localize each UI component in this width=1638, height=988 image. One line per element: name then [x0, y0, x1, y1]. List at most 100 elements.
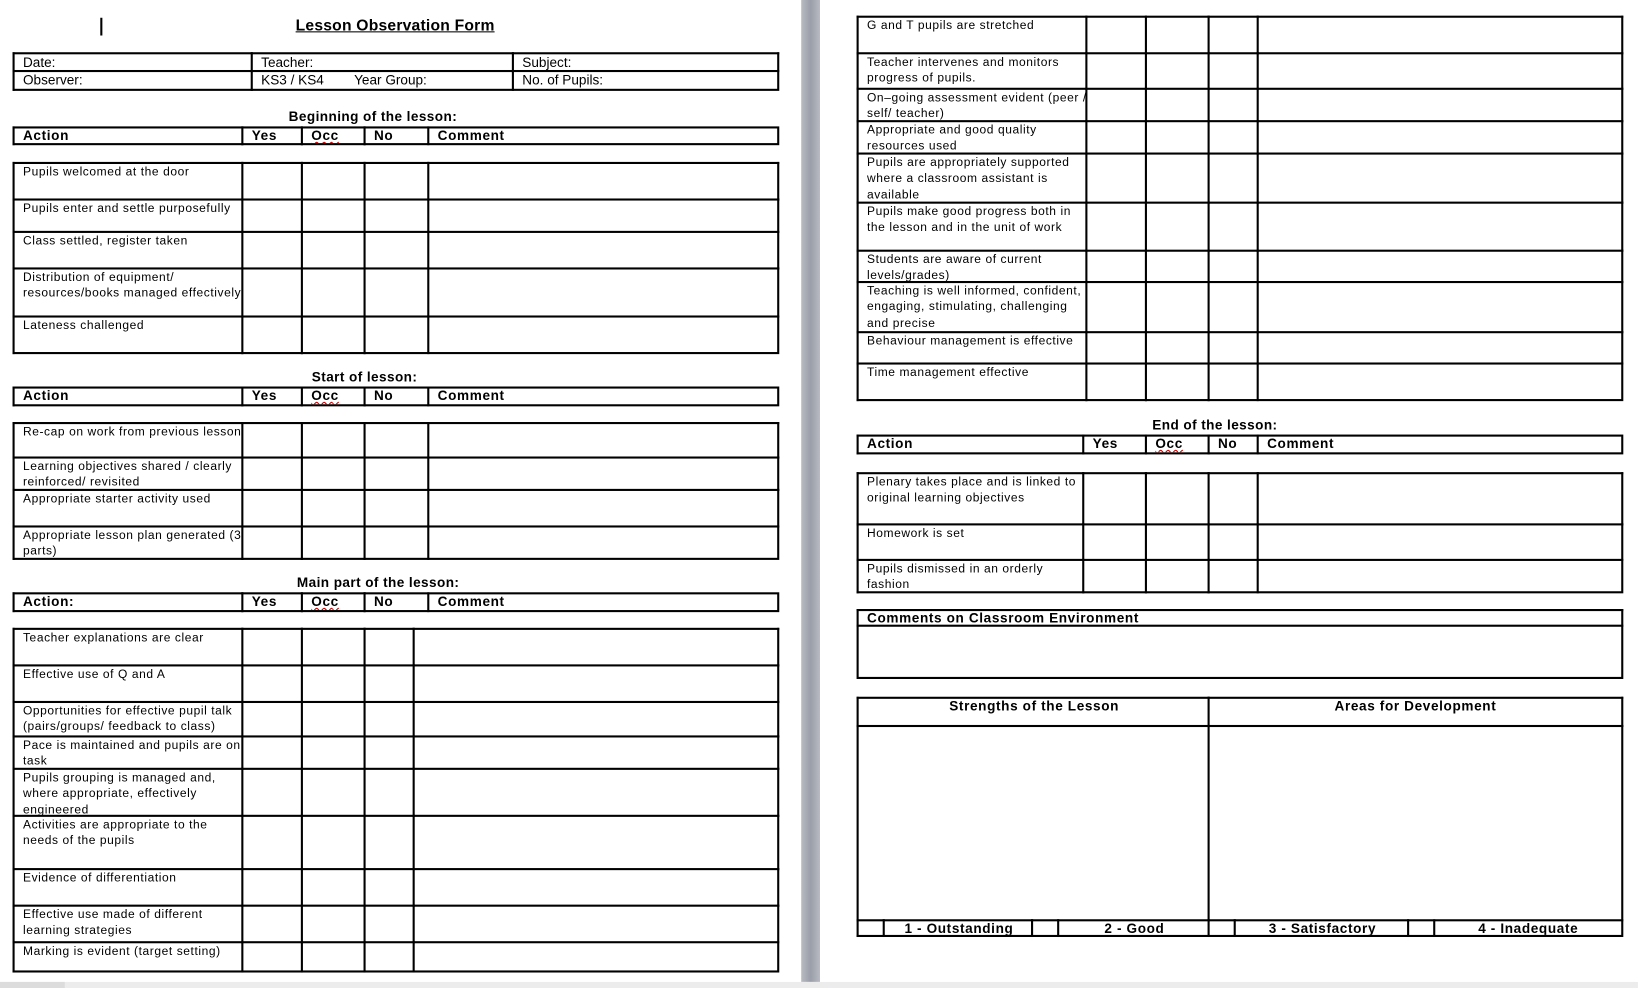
- main-cont-occ-cell[interactable]: [1144, 362, 1210, 402]
- main-yes-cell[interactable]: [241, 941, 303, 973]
- main-occ-cell[interactable]: [300, 868, 366, 907]
- start-occ-cell[interactable]: [300, 525, 366, 560]
- main-comment-cell[interactable]: [412, 627, 780, 667]
- main-cont-yes-cell[interactable]: [1085, 331, 1147, 365]
- main-cont-comment-cell[interactable]: [1256, 280, 1624, 334]
- main-cont-no-cell[interactable]: [1207, 331, 1259, 365]
- main-no-cell[interactable]: [363, 941, 415, 973]
- main-cont-comment-cell[interactable]: [1256, 120, 1624, 155]
- start-comment-cell[interactable]: [427, 422, 780, 459]
- main-cont-no-cell[interactable]: [1207, 87, 1259, 123]
- end-no-cell[interactable]: [1207, 558, 1259, 594]
- beginning-yes-cell[interactable]: [241, 161, 303, 201]
- beginning-comment-cell[interactable]: [427, 267, 780, 318]
- main-yes-cell[interactable]: [241, 868, 303, 907]
- main-cont-comment-cell[interactable]: [1256, 87, 1624, 123]
- main-comment-cell[interactable]: [412, 814, 780, 871]
- beginning-comment-cell[interactable]: [427, 230, 780, 270]
- start-comment-cell[interactable]: [427, 488, 780, 528]
- main-occ-cell[interactable]: [300, 735, 366, 770]
- pupils-field[interactable]: No. of Pupils:: [511, 69, 780, 91]
- main-no-cell[interactable]: [363, 868, 415, 907]
- main-cont-comment-cell[interactable]: [1256, 152, 1624, 204]
- beginning-occ-cell[interactable]: [300, 230, 366, 270]
- beginning-yes-cell[interactable]: [241, 198, 303, 233]
- start-yes-cell[interactable]: [241, 488, 303, 528]
- main-yes-cell[interactable]: [241, 735, 303, 770]
- end-comment-cell[interactable]: [1256, 523, 1624, 561]
- main-comment-cell[interactable]: [412, 664, 780, 704]
- environment-comment-box[interactable]: [856, 624, 1624, 679]
- main-cont-occ-cell[interactable]: [1144, 280, 1210, 334]
- main-cont-yes-cell[interactable]: [1085, 362, 1147, 402]
- main-comment-cell[interactable]: [412, 868, 780, 907]
- teacher-field[interactable]: Teacher:: [250, 52, 514, 73]
- beginning-no-cell[interactable]: [363, 198, 430, 233]
- end-occ-cell[interactable]: [1144, 523, 1210, 561]
- main-yes-cell[interactable]: [241, 664, 303, 704]
- main-cont-yes-cell[interactable]: [1085, 201, 1147, 252]
- beginning-no-cell[interactable]: [363, 315, 430, 355]
- rating-checkbox[interactable]: [1031, 919, 1060, 938]
- beginning-comment-cell[interactable]: [427, 198, 780, 233]
- main-cont-no-cell[interactable]: [1207, 280, 1259, 334]
- main-cont-no-cell[interactable]: [1207, 249, 1259, 284]
- main-cont-yes-cell[interactable]: [1085, 249, 1147, 284]
- observer-field[interactable]: Observer:: [12, 69, 253, 91]
- end-occ-cell[interactable]: [1144, 558, 1210, 594]
- main-no-cell[interactable]: [363, 664, 415, 704]
- end-comment-cell[interactable]: [1256, 558, 1624, 594]
- scrollbar-thumb[interactable]: [0, 981, 65, 988]
- end-yes-cell[interactable]: [1082, 523, 1147, 561]
- main-cont-comment-cell[interactable]: [1256, 331, 1624, 365]
- start-occ-cell[interactable]: [300, 488, 366, 528]
- main-occ-cell[interactable]: [300, 664, 366, 704]
- rating-checkbox[interactable]: [1407, 919, 1436, 938]
- main-occ-cell[interactable]: [300, 904, 366, 944]
- main-cont-comment-cell[interactable]: [1256, 201, 1624, 252]
- end-yes-cell[interactable]: [1082, 558, 1147, 594]
- main-cont-occ-cell[interactable]: [1144, 52, 1210, 90]
- main-cont-comment-cell[interactable]: [1256, 52, 1624, 90]
- main-yes-cell[interactable]: [241, 767, 303, 817]
- start-no-cell[interactable]: [363, 422, 430, 459]
- main-cont-yes-cell[interactable]: [1085, 15, 1147, 55]
- main-cont-comment-cell[interactable]: [1256, 249, 1624, 284]
- start-comment-cell[interactable]: [427, 456, 780, 491]
- start-yes-cell[interactable]: [241, 456, 303, 491]
- beginning-no-cell[interactable]: [363, 267, 430, 318]
- main-cont-comment-cell[interactable]: [1256, 15, 1624, 55]
- main-cont-occ-cell[interactable]: [1144, 120, 1210, 155]
- beginning-occ-cell[interactable]: [300, 198, 366, 233]
- end-no-cell[interactable]: [1207, 523, 1259, 561]
- main-cont-no-cell[interactable]: [1207, 120, 1259, 155]
- main-occ-cell[interactable]: [300, 767, 366, 817]
- main-cont-occ-cell[interactable]: [1144, 15, 1210, 55]
- start-comment-cell[interactable]: [427, 525, 780, 560]
- main-no-cell[interactable]: [363, 700, 415, 738]
- development-box[interactable]: [1207, 724, 1624, 922]
- main-cont-yes-cell[interactable]: [1085, 120, 1147, 155]
- main-yes-cell[interactable]: [241, 700, 303, 738]
- strengths-box[interactable]: [856, 724, 1210, 922]
- horizontal-scrollbar[interactable]: [0, 981, 1638, 988]
- main-no-cell[interactable]: [363, 627, 415, 667]
- main-no-cell[interactable]: [363, 735, 415, 770]
- main-yes-cell[interactable]: [241, 627, 303, 667]
- start-yes-cell[interactable]: [241, 525, 303, 560]
- main-comment-cell[interactable]: [412, 700, 780, 738]
- main-cont-occ-cell[interactable]: [1144, 201, 1210, 252]
- beginning-no-cell[interactable]: [363, 230, 430, 270]
- main-cont-yes-cell[interactable]: [1085, 87, 1147, 123]
- main-occ-cell[interactable]: [300, 814, 366, 871]
- main-cont-occ-cell[interactable]: [1144, 87, 1210, 123]
- main-cont-no-cell[interactable]: [1207, 152, 1259, 204]
- main-cont-no-cell[interactable]: [1207, 15, 1259, 55]
- beginning-yes-cell[interactable]: [241, 315, 303, 355]
- main-cont-occ-cell[interactable]: [1144, 249, 1210, 284]
- main-cont-yes-cell[interactable]: [1085, 52, 1147, 90]
- end-occ-cell[interactable]: [1144, 472, 1210, 526]
- beginning-comment-cell[interactable]: [427, 161, 780, 201]
- beginning-yes-cell[interactable]: [241, 267, 303, 318]
- start-occ-cell[interactable]: [300, 422, 366, 459]
